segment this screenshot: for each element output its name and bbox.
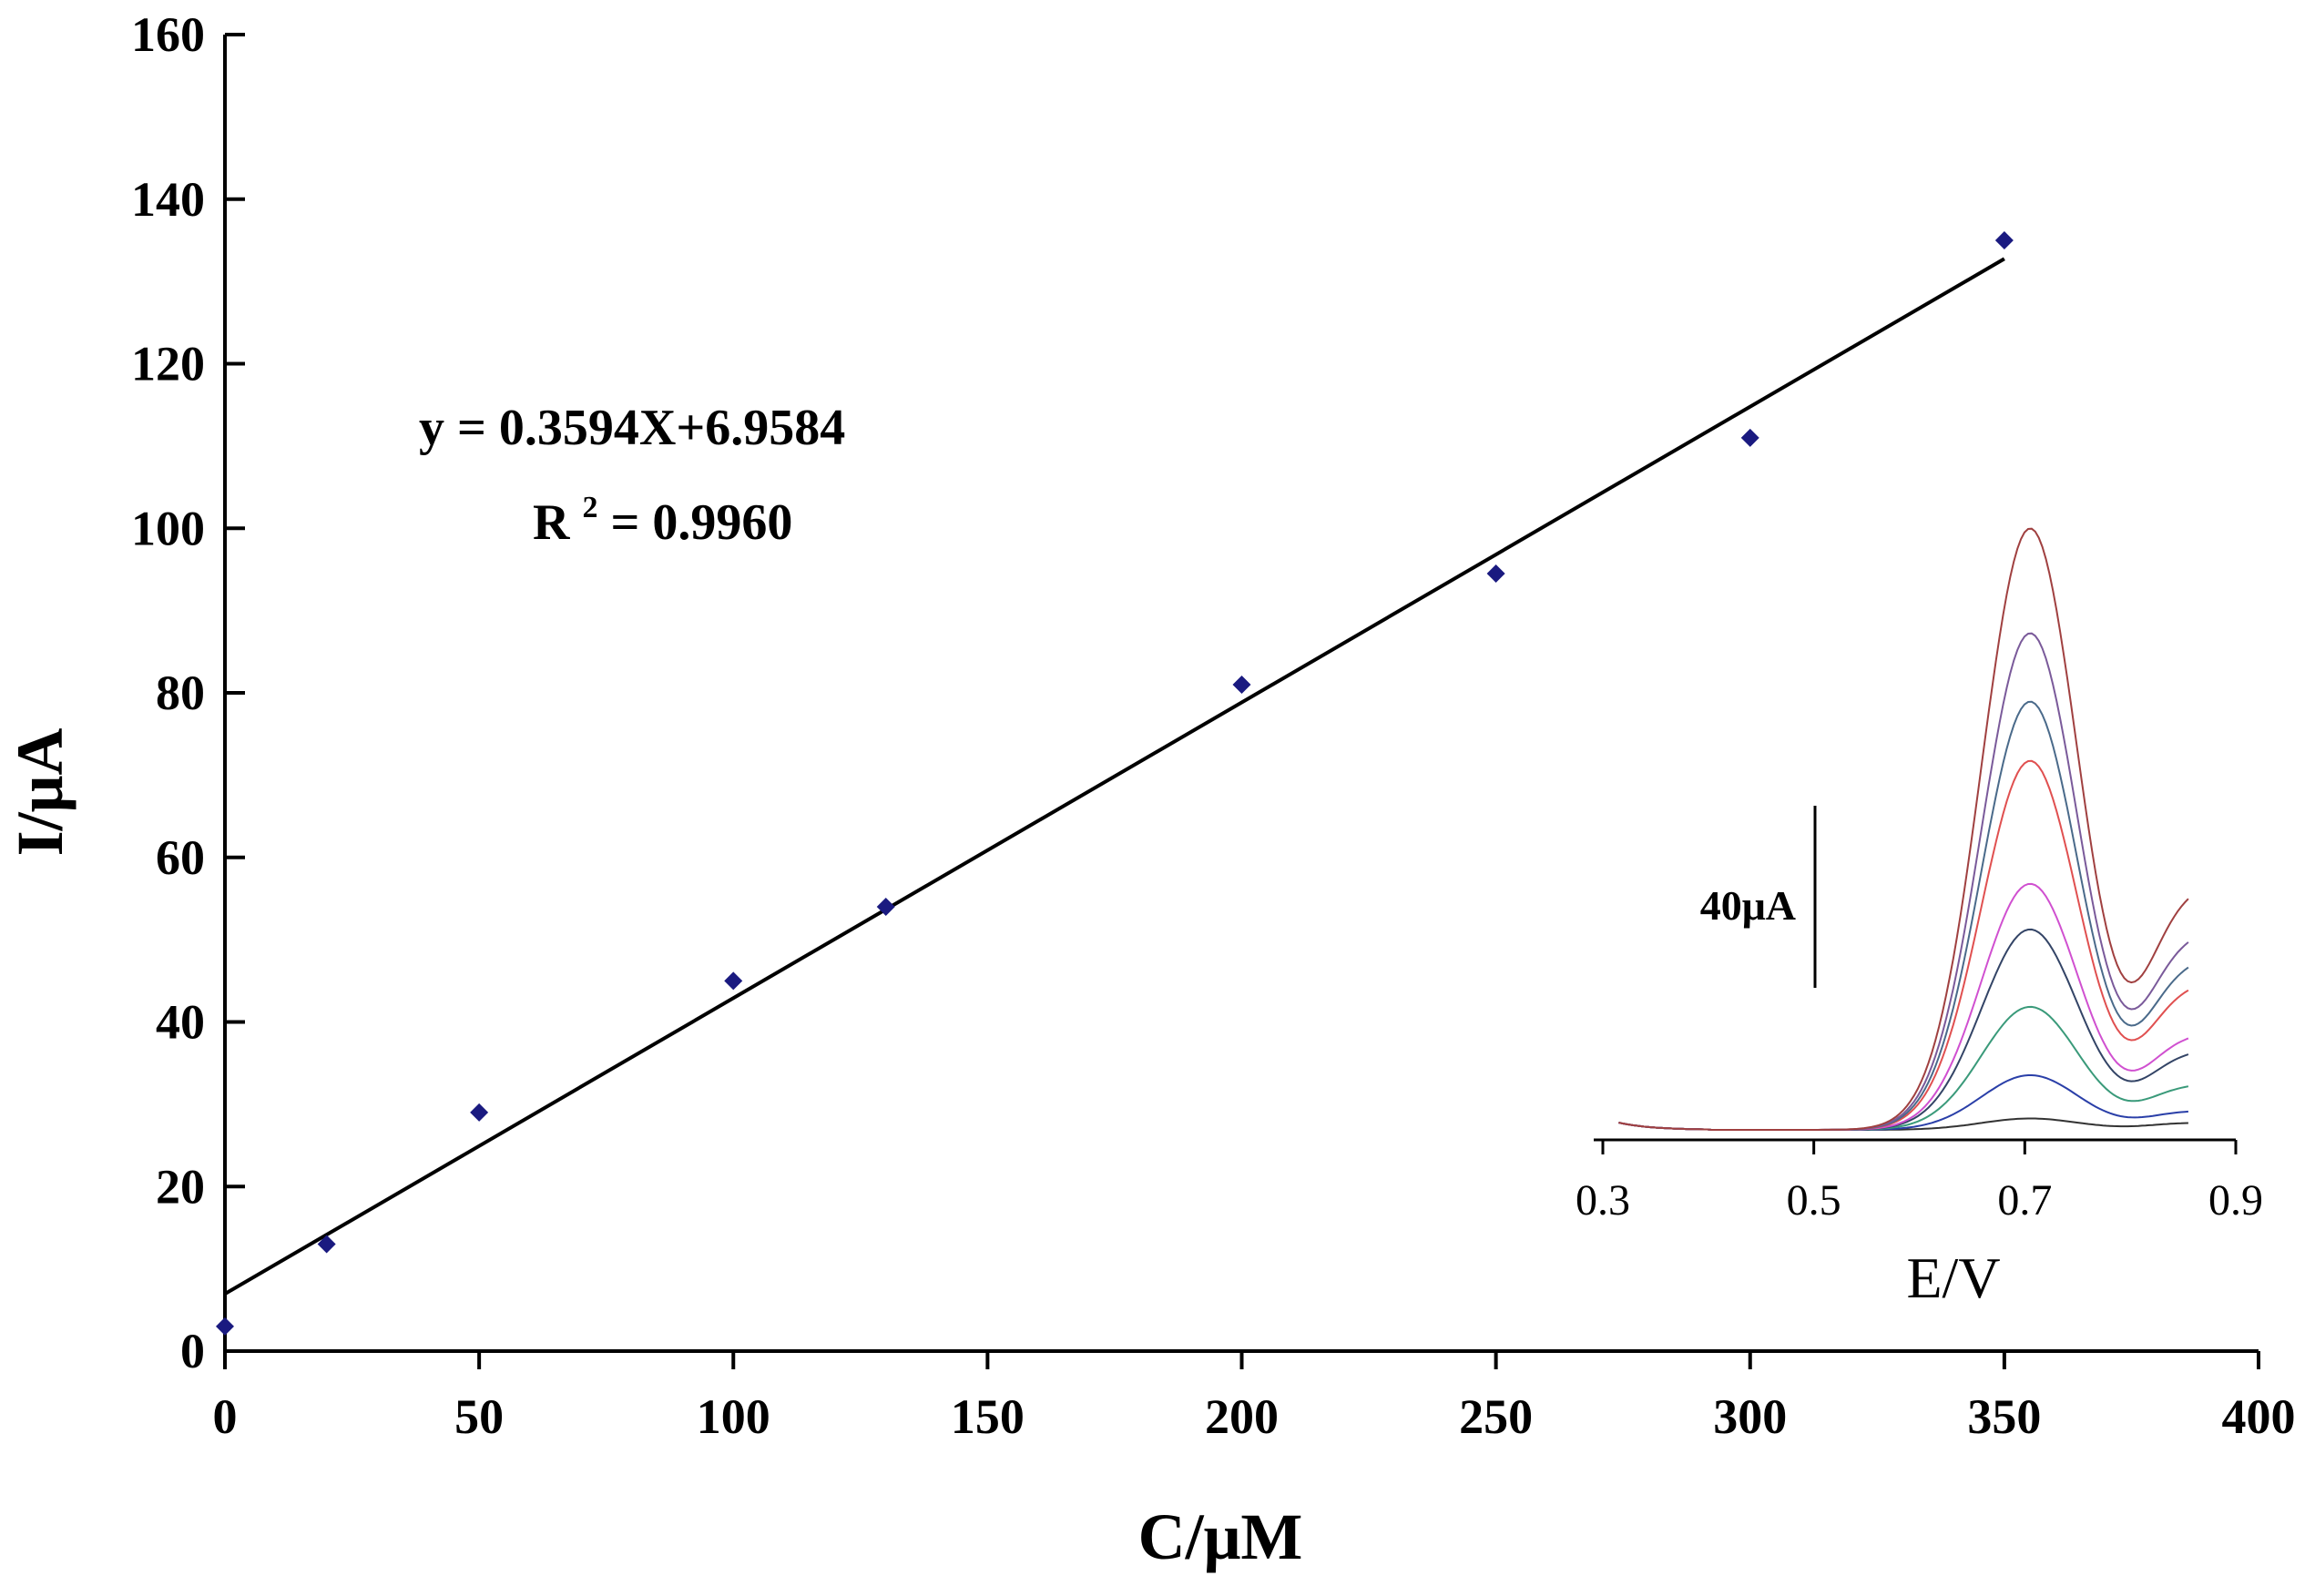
x-tick-label: 350 <box>1967 1389 2041 1444</box>
r-squared-value: = 0.9960 <box>610 494 792 551</box>
x-tick-label: 150 <box>951 1389 1025 1444</box>
inset-x-tick-label: 0.7 <box>1997 1176 2052 1225</box>
inset-axis: 0.3 0.5 0.7 0.9 <box>1576 1138 2263 1225</box>
y-tick-label: 60 <box>156 830 205 885</box>
data-point <box>317 1235 336 1254</box>
x-tick-label: 200 <box>1205 1389 1279 1444</box>
r-squared-prefix: R <box>533 494 570 551</box>
main-axes: 0 20 40 60 80 100 120 140 160 0 50 100 150 200 250 300 3… <box>131 7 2296 1444</box>
regression-annotation: y = 0.3594X+6.9584 R 2 = 0.9960 <box>419 400 845 551</box>
inset-curve <box>1618 928 2189 1131</box>
inset-x-tick-label: 0.3 <box>1576 1176 1630 1225</box>
x-tick-label: 250 <box>1459 1389 1533 1444</box>
data-point <box>1740 428 1759 447</box>
y-tick-label: 80 <box>156 666 205 720</box>
data-point <box>1486 564 1505 583</box>
r-squared: R 2 = 0.9960 <box>533 473 792 551</box>
data-point <box>876 897 895 916</box>
data-point <box>1994 230 2014 249</box>
regression-line <box>223 257 2005 1296</box>
x-tick-label: 100 <box>697 1389 770 1444</box>
scale-bar-label: 40μA <box>1700 882 1796 929</box>
inset-x-tick-label: 0.5 <box>1787 1176 1841 1225</box>
y-axis-label: I/μA <box>4 728 76 857</box>
inset-curve <box>1618 527 2189 1131</box>
y-tick-label: 20 <box>156 1159 205 1214</box>
data-point <box>1232 675 1251 694</box>
main-marks <box>216 230 2014 1336</box>
regression-equation: y = 0.3594X+6.9584 <box>419 400 845 456</box>
data-point <box>216 1316 234 1336</box>
r-squared-sup: 2 <box>582 491 597 524</box>
x-tick-label: 400 <box>2222 1389 2296 1444</box>
inset-curve <box>1618 1005 2189 1131</box>
x-tick-label: 0 <box>213 1389 238 1444</box>
x-tick-label: 300 <box>1713 1389 1787 1444</box>
y-tick-label: 120 <box>131 337 205 391</box>
y-tick-label: 140 <box>131 172 205 227</box>
data-point <box>470 1103 489 1122</box>
inset-x-axis-label: E/V <box>1906 1245 2000 1310</box>
inset-curves <box>1618 527 2189 1131</box>
y-tick-label: 160 <box>131 7 205 62</box>
data-point <box>724 971 743 991</box>
y-tick-label: 40 <box>156 995 205 1050</box>
x-tick-label: 50 <box>454 1389 504 1444</box>
y-tick-label: 0 <box>180 1324 205 1378</box>
inset-x-tick-label: 0.9 <box>2208 1176 2263 1225</box>
y-tick-label: 100 <box>131 501 205 555</box>
inset-curve <box>1618 759 2189 1131</box>
inset-voltammogram: 0.3 0.5 0.7 0.9 40μA E/V <box>1576 527 2263 1310</box>
x-axis-label: C/μM <box>1138 1500 1303 1573</box>
